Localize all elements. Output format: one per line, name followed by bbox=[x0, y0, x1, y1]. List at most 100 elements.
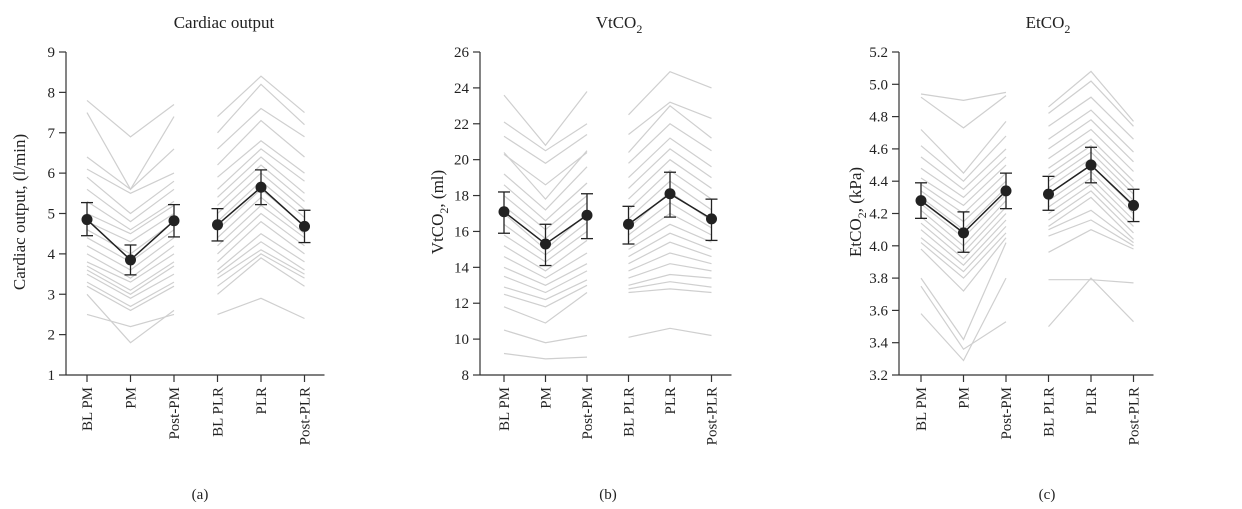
y-tick-label: 3.6 bbox=[869, 303, 888, 319]
y-tick-label: 8 bbox=[462, 368, 470, 384]
y-tick-label: 4.2 bbox=[869, 207, 888, 223]
y-tick-label: 7 bbox=[48, 126, 56, 142]
y-tick-label: 16 bbox=[454, 224, 470, 240]
subject-line-plr bbox=[628, 327, 712, 338]
y-tick-label: 4.8 bbox=[869, 110, 888, 126]
subject-line-plr bbox=[628, 288, 712, 294]
x-tick-label: Post-PM bbox=[167, 387, 183, 440]
plot-area: 8 10 12 14 16 18 20 22 24 26 BL PM PM Post-PM BL PLR P… bbox=[454, 45, 732, 445]
subject-line-pm bbox=[920, 219, 1007, 267]
x-tick-label: PM bbox=[957, 387, 973, 409]
x-tick-label: PLR bbox=[1084, 387, 1100, 415]
mean-point bbox=[125, 254, 136, 266]
subject-line-pm bbox=[920, 91, 1007, 102]
subject-line-plr bbox=[1048, 229, 1134, 253]
subject-line-plr bbox=[217, 164, 305, 206]
y-tick-label: 1 bbox=[48, 368, 56, 384]
subject-line-plr bbox=[628, 232, 712, 258]
subject-line-plr bbox=[1048, 96, 1134, 140]
subject-line-pm bbox=[503, 91, 588, 147]
panel-label: (b) bbox=[599, 487, 617, 503]
subject-line-plr bbox=[217, 232, 305, 271]
y-tick-label: 5.0 bbox=[869, 77, 888, 93]
title-main: EtCO bbox=[1026, 13, 1065, 32]
subject-line-plr bbox=[628, 137, 712, 179]
y-tick-label: 20 bbox=[454, 153, 469, 169]
subject-line-plr bbox=[217, 204, 305, 247]
chart-title: VtCO2 bbox=[596, 13, 643, 36]
subject-line-pm bbox=[503, 292, 588, 324]
subject-line-pm bbox=[503, 270, 588, 294]
mean-point bbox=[1085, 159, 1097, 171]
subject-line-pm bbox=[920, 237, 1007, 292]
subject-line-plr bbox=[1048, 219, 1134, 247]
y-axis-label: VtCO2, (ml) bbox=[428, 170, 451, 254]
subject-line-pm bbox=[503, 352, 588, 360]
x-tick-label: Post-PLR bbox=[1127, 387, 1143, 445]
y-tick-label: 3.8 bbox=[869, 271, 888, 287]
subject-line-plr bbox=[628, 263, 712, 279]
subject-line-plr bbox=[217, 212, 305, 255]
ylabel-subscript: 2 bbox=[437, 208, 451, 214]
subject-line-pm bbox=[86, 253, 175, 283]
y-tick-label: 3 bbox=[48, 287, 56, 303]
chart-title: EtCO2 bbox=[1026, 13, 1071, 36]
chart-title: Cardiac output bbox=[174, 13, 275, 32]
plot-area: 1 2 3 4 5 6 7 8 9 BL PM PM Post-PM BL PLR PLR Post-PLR bbox=[48, 45, 325, 445]
ylabel-tail: , (kPa) bbox=[846, 167, 865, 212]
subject-line-pm bbox=[86, 281, 175, 308]
subject-line-plr bbox=[628, 241, 712, 265]
mean-point bbox=[299, 220, 310, 232]
x-tick-label: Post-PLR bbox=[705, 387, 721, 445]
subject-line-pm bbox=[86, 293, 175, 344]
subject-line-plr bbox=[1048, 144, 1134, 189]
subject-line-pm bbox=[503, 150, 588, 201]
subject-line-pm bbox=[920, 242, 1007, 341]
subject-line-pm bbox=[503, 279, 588, 301]
y-tick-label: 18 bbox=[454, 189, 469, 205]
x-tick-label: Post-PLR bbox=[298, 387, 314, 445]
x-tick-label: BL PLR bbox=[622, 387, 638, 437]
mean-point bbox=[581, 209, 593, 221]
mean-point bbox=[255, 181, 267, 193]
subject-line-pm bbox=[503, 134, 588, 165]
subject-line-plr bbox=[217, 83, 305, 134]
subject-line-pm bbox=[920, 148, 1007, 191]
mean-point bbox=[915, 195, 927, 207]
subject-line-plr bbox=[1048, 128, 1134, 172]
subject-line-plr bbox=[628, 273, 712, 286]
subject-line-plr bbox=[1048, 209, 1134, 244]
mean-point bbox=[212, 219, 223, 231]
subject-line-pm bbox=[86, 261, 175, 291]
subject-line-pm bbox=[86, 112, 175, 191]
y-tick-label: 5 bbox=[48, 207, 56, 223]
subject-line-pm bbox=[86, 200, 175, 231]
subject-line-plr bbox=[217, 119, 305, 166]
subject-line-pm bbox=[86, 176, 175, 215]
subject-line-plr bbox=[217, 148, 305, 190]
y-tick-label: 5.2 bbox=[869, 45, 888, 61]
subject-line-pm bbox=[86, 273, 175, 299]
subject-line-plr bbox=[217, 257, 305, 295]
mean-point bbox=[1043, 188, 1054, 200]
x-tick-label: BL PLR bbox=[211, 387, 227, 437]
subject-line-plr bbox=[217, 241, 305, 275]
x-tick-label: PM bbox=[124, 387, 140, 409]
ylabel-main: EtCO bbox=[846, 218, 865, 257]
y-tick-label: 3.2 bbox=[869, 368, 888, 384]
chart-panel-etco2: EtCO2 EtCO2, (kPa) 3.23.43.63.84.04.24.4… bbox=[846, 13, 1154, 503]
mean-point bbox=[540, 238, 551, 250]
subject-line-plr bbox=[1048, 196, 1134, 240]
subject-line-plr bbox=[1048, 279, 1134, 284]
mean-point bbox=[958, 227, 969, 239]
subject-line-pm bbox=[920, 121, 1007, 174]
subject-line-pm bbox=[86, 313, 175, 328]
x-tick-label: PM bbox=[539, 387, 555, 409]
subject-line-plr bbox=[217, 249, 305, 279]
y-tick-label: 4.4 bbox=[869, 174, 888, 190]
mean-point bbox=[623, 218, 634, 230]
mean-point bbox=[1128, 199, 1139, 211]
y-tick-label: 12 bbox=[454, 296, 469, 312]
subject-line-pm bbox=[503, 284, 588, 308]
y-tick-label: 8 bbox=[48, 85, 56, 101]
